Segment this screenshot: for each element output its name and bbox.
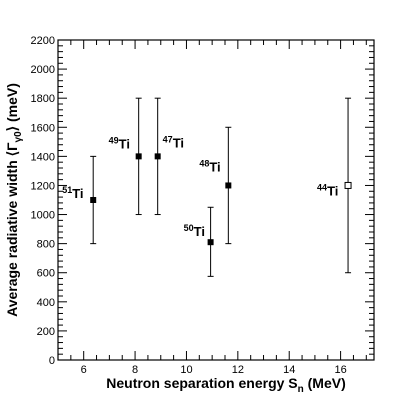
element-symbol: Ti	[209, 159, 220, 174]
x-tick-label: 10	[180, 364, 192, 376]
data-point-ti50	[207, 239, 214, 246]
data-marks	[90, 97, 352, 277]
y-tick-label: 0	[49, 355, 55, 367]
data-point-ti48	[225, 182, 232, 189]
plot-frame	[57, 39, 375, 361]
isotope-mass-number: 50	[184, 223, 194, 233]
y-tick-label: 1800	[31, 93, 55, 105]
x-title-main: Neutron separation energy S	[106, 375, 297, 391]
y-tick-label: 400	[37, 297, 55, 309]
y-tick-label: 1200	[31, 180, 55, 192]
x-title-subscript: n	[298, 384, 304, 395]
y-title-unit: ⟩ (meV)	[4, 83, 20, 131]
y-tick-label: 2000	[31, 64, 55, 76]
x-tick-label: 14	[283, 364, 295, 376]
isotope-mass-number: 44	[317, 182, 327, 192]
x-tick-label: 12	[232, 364, 244, 376]
data-point-ti47	[154, 153, 161, 160]
isotope-mass-number: 51	[62, 185, 72, 195]
isotope-mass-number: 48	[199, 158, 209, 168]
element-symbol: Ti	[173, 135, 184, 150]
point-label-ti50: 50Ti	[184, 223, 205, 239]
data-point-ti44	[344, 181, 352, 189]
element-symbol: Ti	[327, 183, 338, 198]
element-symbol: Ti	[72, 186, 83, 201]
x-tick-label: 6	[81, 364, 87, 376]
point-label-ti51: 51Ti	[62, 185, 83, 201]
point-label-ti44: 44Ti	[317, 182, 338, 198]
y-tick-label: 1600	[31, 122, 55, 134]
element-symbol: Ti	[119, 136, 130, 151]
y-tick-label: 600	[37, 268, 55, 280]
isotope-mass-number: 47	[163, 134, 173, 144]
y-axis-title: Average radiative width ⟨Γγ0⟩ (meV)	[4, 83, 24, 317]
y-tick-label: 200	[37, 326, 55, 338]
x-title-unit: (MeV)	[304, 375, 346, 391]
isotope-mass-number: 49	[109, 135, 119, 145]
x-tick-label: 8	[132, 364, 138, 376]
axes: 0 200 400 600 800 1000 1200 1400 1600 1800 2000 220…	[31, 35, 375, 376]
element-symbol: Ti	[194, 224, 205, 239]
x-axis-title: Neutron separation energy Sn (MeV)	[106, 375, 346, 395]
x-tick-label: 16	[334, 364, 346, 376]
y-tick-label: 2200	[31, 35, 55, 47]
y-tick-label: 1400	[31, 151, 55, 163]
y-tick-label: 800	[37, 239, 55, 251]
y-title-main: Average radiative width ⟨Γ	[4, 142, 20, 317]
data-point-ti49	[135, 153, 142, 160]
y-tick-label: 1000	[31, 210, 55, 222]
point-label-ti48: 48Ti	[199, 158, 220, 174]
point-label-ti49: 49Ti	[109, 135, 130, 151]
y-title-subscript: γ0	[13, 131, 24, 143]
point-label-ti47: 47Ti	[163, 134, 184, 150]
data-point-ti51	[90, 197, 97, 203]
